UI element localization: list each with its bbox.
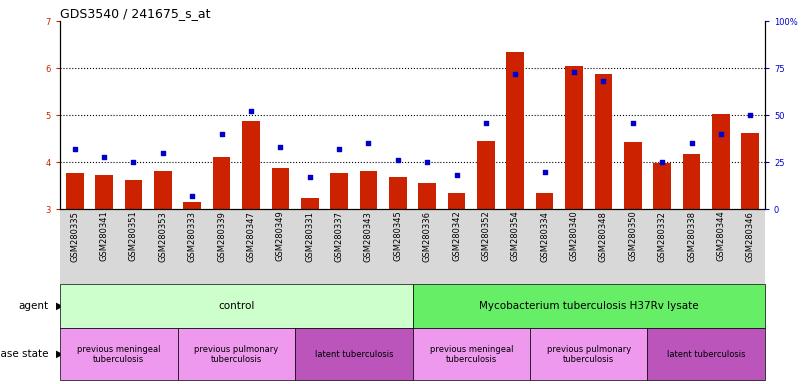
Bar [154, 171, 171, 209]
Point [127, 159, 140, 166]
Bar [213, 157, 231, 209]
Point [626, 120, 639, 126]
Bar [183, 202, 201, 209]
Bar [624, 142, 642, 209]
Point [156, 150, 169, 156]
Bar [95, 175, 113, 209]
Point [98, 154, 111, 160]
Point [332, 146, 345, 152]
Bar [594, 74, 612, 209]
Bar [389, 177, 407, 209]
Text: agent: agent [18, 301, 48, 311]
Bar [360, 171, 377, 209]
Text: control: control [218, 301, 255, 311]
Text: ▶: ▶ [56, 301, 63, 311]
Bar [712, 114, 730, 209]
Bar [125, 180, 143, 209]
Bar [242, 121, 260, 209]
Point [421, 159, 433, 166]
Bar [742, 133, 759, 209]
Text: previous pulmonary
tuberculosis: previous pulmonary tuberculosis [194, 344, 279, 364]
Point [362, 141, 375, 147]
Point [685, 141, 698, 147]
Point [392, 157, 405, 164]
Text: ▶: ▶ [56, 349, 63, 359]
Bar [330, 172, 348, 209]
Text: previous pulmonary
tuberculosis: previous pulmonary tuberculosis [546, 344, 631, 364]
Bar [566, 66, 583, 209]
Text: disease state: disease state [0, 349, 48, 359]
Bar [448, 193, 465, 209]
Text: GDS3540 / 241675_s_at: GDS3540 / 241675_s_at [60, 7, 211, 20]
Bar [506, 52, 524, 209]
Point [656, 159, 669, 166]
Bar [66, 172, 83, 209]
Point [274, 144, 287, 150]
Point [744, 112, 757, 118]
Bar [272, 168, 289, 209]
Point [68, 146, 81, 152]
Text: previous meningeal
tuberculosis: previous meningeal tuberculosis [77, 344, 160, 364]
Point [186, 193, 199, 199]
Bar [477, 141, 495, 209]
Point [450, 172, 463, 179]
Point [538, 169, 551, 175]
Bar [682, 154, 700, 209]
Point [714, 131, 727, 137]
Text: latent tuberculosis: latent tuberculosis [667, 350, 746, 359]
Point [244, 108, 257, 114]
Point [480, 120, 493, 126]
Point [568, 69, 581, 75]
Point [215, 131, 228, 137]
Point [509, 71, 521, 77]
Text: previous meningeal
tuberculosis: previous meningeal tuberculosis [429, 344, 513, 364]
Text: Mycobacterium tuberculosis H37Rv lysate: Mycobacterium tuberculosis H37Rv lysate [479, 301, 698, 311]
Text: latent tuberculosis: latent tuberculosis [315, 350, 393, 359]
Bar [536, 193, 553, 209]
Bar [418, 184, 436, 209]
Point [304, 174, 316, 180]
Bar [301, 197, 319, 209]
Bar [654, 163, 671, 209]
Point [597, 78, 610, 84]
